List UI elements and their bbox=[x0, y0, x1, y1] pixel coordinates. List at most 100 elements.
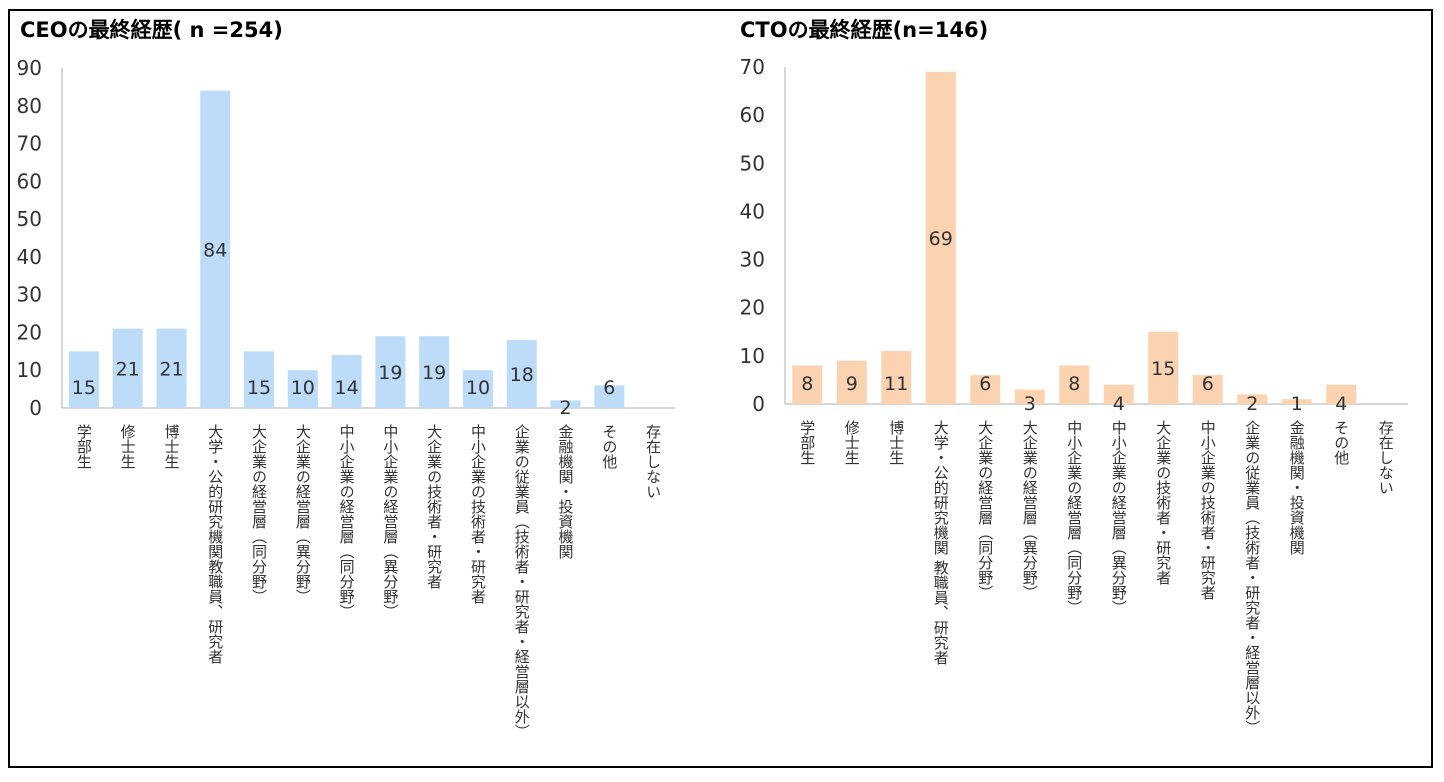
cto-bar bbox=[1103, 384, 1134, 404]
ceo-category-label: その他 bbox=[600, 424, 618, 470]
ceo-bar bbox=[287, 370, 318, 408]
ceo-data-label: 18 bbox=[510, 364, 534, 386]
ceo-data-label: 19 bbox=[378, 362, 402, 384]
ceo-y-tick-label: 70 bbox=[17, 132, 42, 156]
cto-y-tick-label: 70 bbox=[740, 55, 765, 79]
cto-category-label: 企業の従業員（技術者・研究者・経営層以外） bbox=[1243, 419, 1261, 735]
ceo-bar bbox=[331, 355, 362, 408]
ceo-bar bbox=[112, 328, 143, 408]
ceo-bar bbox=[550, 400, 581, 408]
cto-category-label: 大企業の経営層（異分野） bbox=[1021, 420, 1039, 600]
ceo-data-label: 10 bbox=[466, 377, 490, 399]
cto-data-label: 6 bbox=[979, 373, 991, 395]
cto-bar bbox=[1148, 331, 1179, 404]
ceo-data-label: 15 bbox=[247, 377, 271, 399]
cto-bar bbox=[881, 351, 912, 404]
cto-data-label: 9 bbox=[846, 373, 858, 395]
cto-category-label: 中小企業の経営層（異分野） bbox=[1110, 420, 1128, 615]
cto-data-label: 4 bbox=[1335, 393, 1347, 415]
ceo-y-tick-label: 20 bbox=[17, 320, 42, 344]
ceo-category-label: 金融機関・投資機関 bbox=[557, 424, 575, 560]
cto-y-tick-label: 20 bbox=[740, 296, 765, 320]
ceo-bar bbox=[68, 351, 99, 408]
ceo-data-label: 14 bbox=[335, 377, 359, 399]
ceo-data-label: 19 bbox=[422, 362, 446, 384]
ceo-bar bbox=[244, 351, 275, 408]
cto-bar bbox=[1237, 394, 1268, 404]
ceo-bar bbox=[594, 385, 625, 408]
cto-bar bbox=[1326, 384, 1357, 404]
cto-category-label: 大企業の技術者・研究者 bbox=[1154, 420, 1172, 585]
cto-data-label: 6 bbox=[1202, 373, 1214, 395]
cto-y-tick-label: 10 bbox=[740, 344, 765, 368]
ceo-y-tick-label: 40 bbox=[17, 245, 42, 269]
cto-y-tick-label: 50 bbox=[740, 151, 765, 175]
ceo-category-label: 中小企業の技術者・研究者 bbox=[469, 424, 487, 604]
ceo-bar bbox=[506, 340, 537, 408]
ceo-data-label: 10 bbox=[291, 377, 315, 399]
ceo-data-label: 84 bbox=[203, 239, 227, 261]
cto-data-label: 3 bbox=[1024, 393, 1036, 415]
ceo-data-label: 15 bbox=[72, 377, 96, 399]
cto-bar bbox=[792, 365, 823, 404]
ceo-category-label: 中小企業の経営層（異分野） bbox=[381, 424, 399, 619]
ceo-y-tick-label: 30 bbox=[17, 283, 42, 307]
ceo-category-label: 博士生 bbox=[162, 424, 180, 469]
ceo-data-label: 2 bbox=[559, 397, 571, 419]
cto-category-label: 大学・公的研究機関 教職員、研究者 bbox=[932, 420, 950, 665]
cto-bar bbox=[1281, 399, 1312, 404]
ceo-category-label: 学部生 bbox=[75, 424, 93, 469]
ceo-category-label: 修士生 bbox=[119, 424, 137, 469]
ceo-data-label: 21 bbox=[116, 358, 140, 380]
ceo-bar bbox=[375, 336, 406, 408]
cto-y-tick-label: 30 bbox=[740, 248, 765, 272]
cto-category-label: 大企業の経営層（同分野） bbox=[976, 420, 994, 600]
ceo-category-label: 存在しない bbox=[644, 424, 662, 499]
ceo-chart-title: CEOの最終経歴( n =254) bbox=[20, 18, 283, 42]
cto-y-tick-label: 60 bbox=[740, 103, 765, 127]
ceo-category-label: 中小企業の経営層（同分野） bbox=[338, 424, 356, 619]
ceo-category-label: 大企業の経営層（異分野） bbox=[294, 424, 312, 604]
ceo-bar bbox=[156, 328, 187, 408]
cto-bar bbox=[970, 375, 1001, 404]
cto-bar bbox=[1014, 389, 1045, 404]
cto-data-label: 8 bbox=[1068, 373, 1080, 395]
cto-chart-title: CTOの最終経歴(n=146) bbox=[740, 18, 989, 42]
ceo-y-tick-label: 50 bbox=[17, 207, 42, 231]
cto-category-label: 博士生 bbox=[887, 420, 905, 465]
ceo-y-tick-label: 60 bbox=[17, 169, 42, 193]
cto-category-label: 中小企業の技術者・研究者 bbox=[1199, 420, 1217, 600]
cto-data-label: 2 bbox=[1246, 393, 1258, 415]
cto-data-label: 15 bbox=[1151, 358, 1175, 380]
ceo-data-label: 21 bbox=[159, 358, 183, 380]
ceo-bar bbox=[200, 90, 231, 409]
cto-data-label: 1 bbox=[1291, 393, 1303, 415]
cto-data-label: 69 bbox=[929, 228, 953, 250]
cto-category-label: 中小企業の経営層（同分野） bbox=[1065, 420, 1083, 615]
ceo-bar bbox=[462, 370, 493, 408]
ceo-category-label: 大学・公的研究機関教職員、研究者 bbox=[206, 424, 224, 664]
cto-category-label: 金融機関・投資機関 bbox=[1288, 420, 1306, 556]
cto-data-label: 11 bbox=[884, 373, 908, 395]
ceo-y-tick-label: 0 bbox=[29, 396, 42, 420]
cto-bar bbox=[1192, 375, 1223, 404]
cto-y-tick-label: 40 bbox=[740, 199, 765, 223]
cto-y-tick-label: 0 bbox=[752, 392, 765, 416]
ceo-data-label: 6 bbox=[603, 377, 615, 399]
ceo-y-tick-label: 80 bbox=[17, 94, 42, 118]
cto-category-label: その他 bbox=[1332, 420, 1350, 466]
cto-bar bbox=[925, 71, 956, 405]
cto-category-label: 存在しない bbox=[1377, 420, 1395, 495]
cto-data-label: 8 bbox=[801, 373, 813, 395]
cto-data-label: 4 bbox=[1113, 393, 1125, 415]
ceo-category-label: 大企業の経営層（同分野） bbox=[250, 424, 268, 604]
cto-bar bbox=[1059, 365, 1090, 404]
cto-category-label: 修士生 bbox=[843, 420, 861, 465]
ceo-y-tick-label: 10 bbox=[17, 358, 42, 382]
cto-bar bbox=[836, 360, 867, 404]
ceo-category-label: 大企業の技術者・研究者 bbox=[425, 424, 443, 589]
ceo-bar bbox=[419, 336, 450, 408]
ceo-y-tick-label: 90 bbox=[17, 56, 42, 80]
